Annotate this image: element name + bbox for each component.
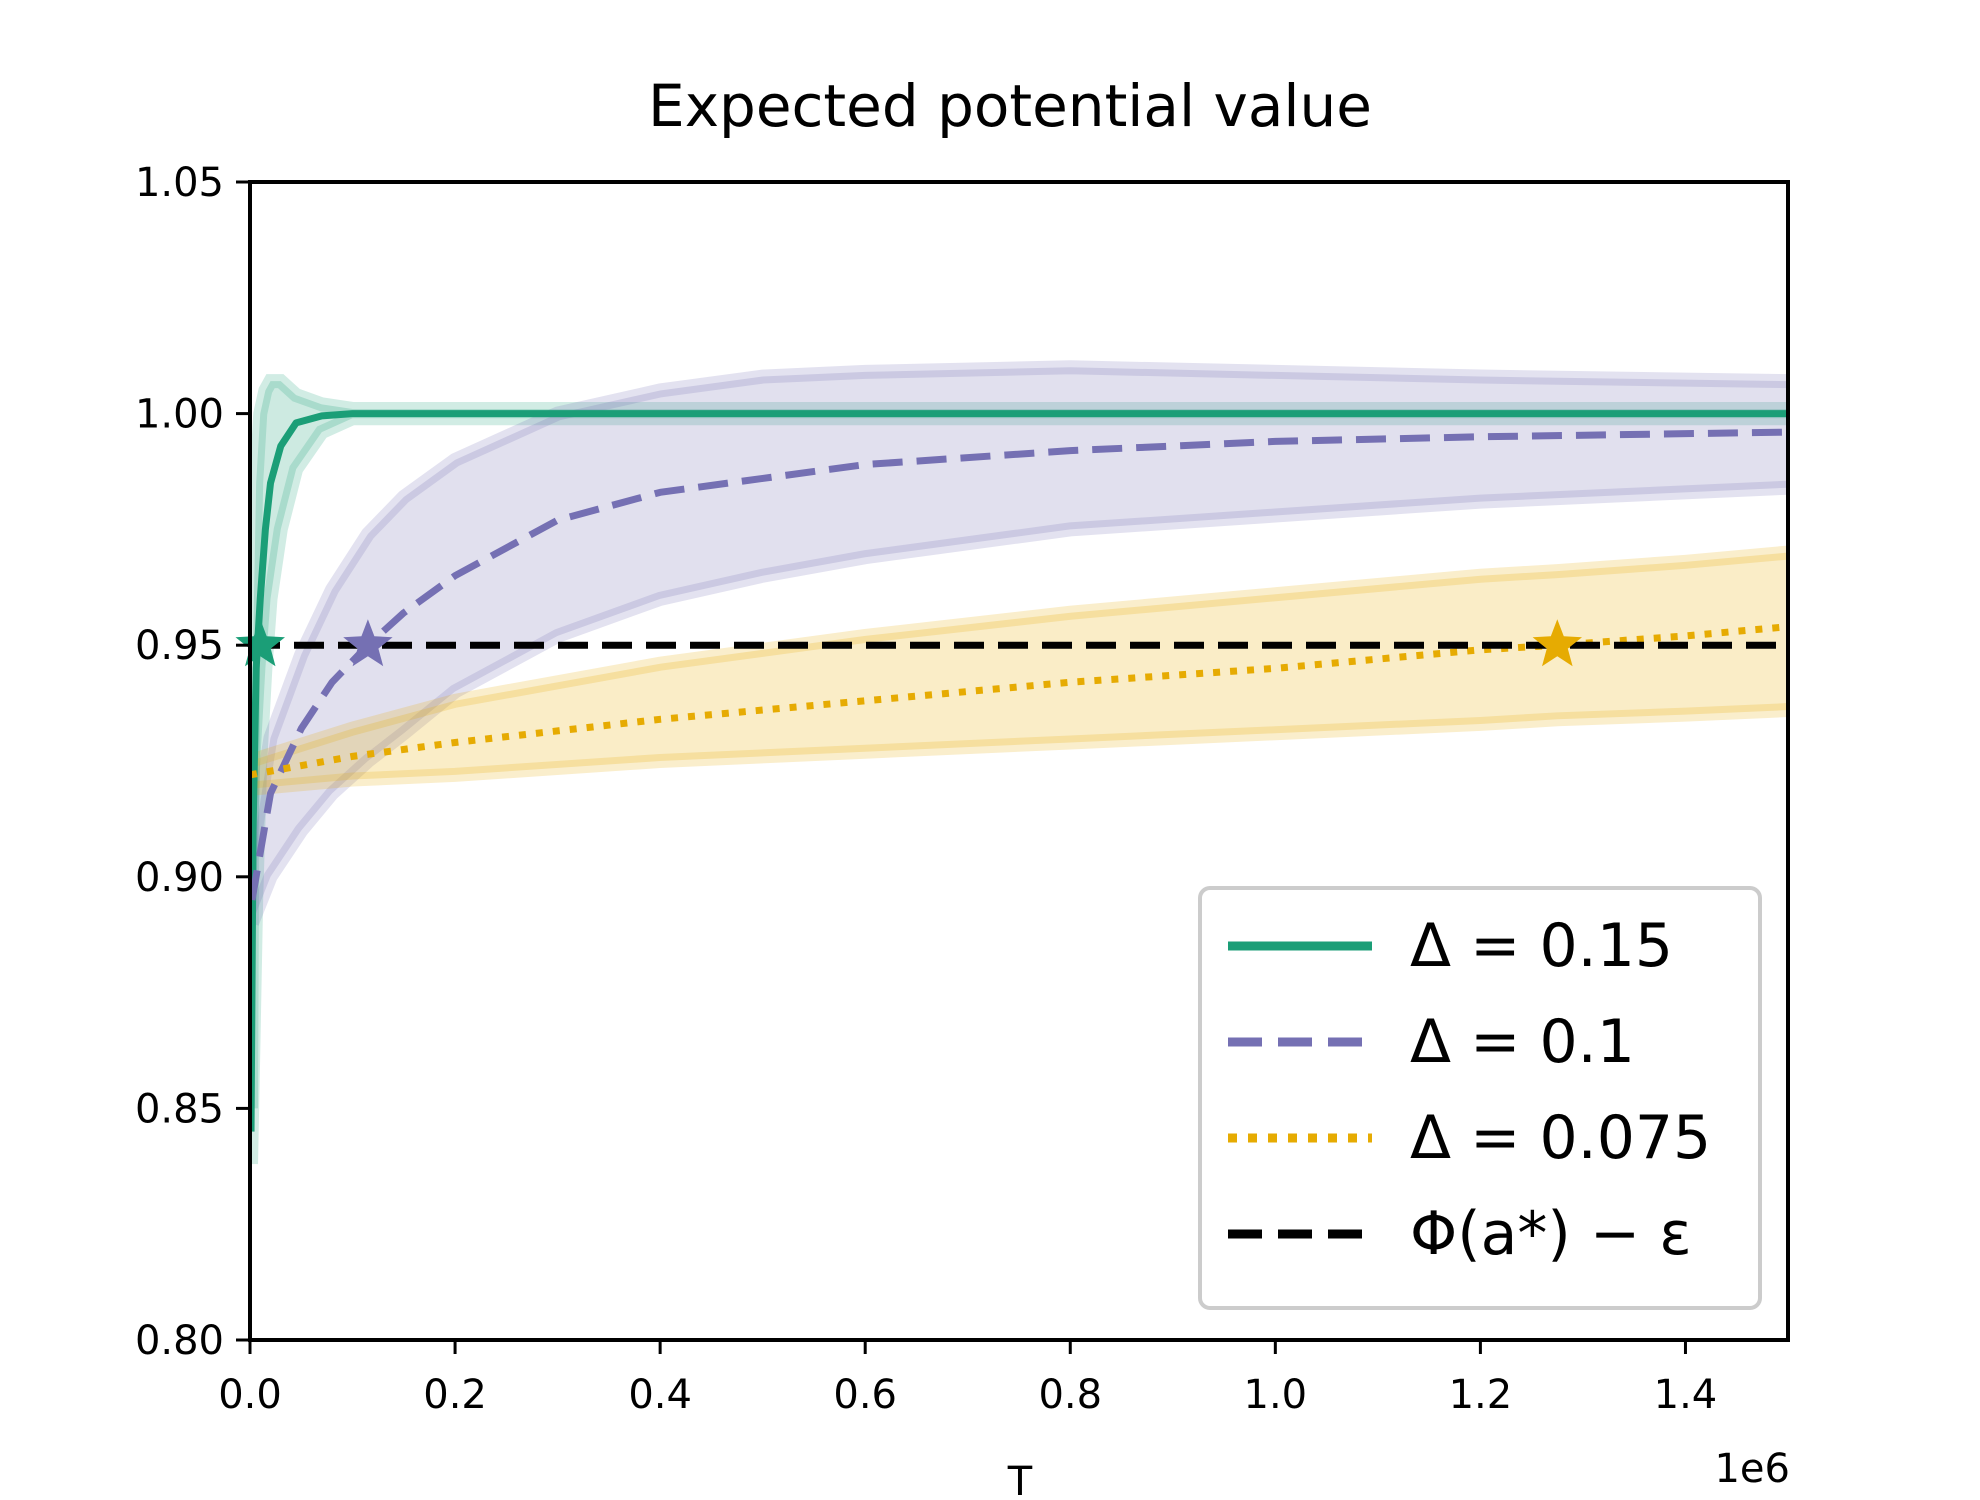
band-0-075 (250, 552, 1788, 789)
legend-label-0-15: Δ = 0.15 (1410, 911, 1673, 981)
legend-box (1198, 886, 1762, 1310)
plot-frame (248, 180, 1790, 1342)
band-lower-0-1 (250, 480, 1788, 926)
band-upper-0-15 (250, 374, 1788, 1109)
chart-title: Expected potential value (648, 72, 1372, 140)
band-0-1 (252, 367, 1788, 924)
y-tick-label: 0.80 (135, 1318, 224, 1364)
x-tick-label: 0.8 (1038, 1372, 1102, 1418)
x-tick-label: 0.6 (833, 1372, 897, 1418)
x-tick-label: 0.0 (218, 1372, 282, 1418)
x-tick-label: 1.4 (1654, 1372, 1718, 1418)
y-tick-label: 0.95 (135, 623, 224, 669)
x-tick-label: 1.2 (1449, 1372, 1513, 1418)
band-lower-0-075 (250, 703, 1788, 796)
star-marker-0-1 (343, 619, 393, 667)
x-axis-offset-label: 1e6 (1714, 1446, 1790, 1492)
x-axis: 0.0 0.2 0.4 0.6 0.8 1.0 1.2 1.4 (218, 1340, 1717, 1418)
y-tick-label: 1.05 (135, 160, 224, 206)
band-upper-0-075 (250, 545, 1788, 768)
y-tick-label: 0.90 (135, 855, 224, 901)
x-axis-label: T (1007, 1459, 1033, 1500)
legend-label-a: Φ(a*) − ε (1410, 1199, 1692, 1269)
y-axis: 0.80 0.85 0.90 0.95 1.00 1.05 (135, 160, 250, 1364)
x-tick-label: 0.4 (628, 1372, 692, 1418)
line-0-075 (250, 623, 1788, 779)
legend-label-0-1: Δ = 0.1 (1410, 1007, 1635, 1077)
y-tick-label: 1.00 (135, 392, 224, 438)
line-0-1 (250, 428, 1788, 901)
legend-label-0-075: Δ = 0.075 (1410, 1103, 1711, 1173)
x-tick-label: 0.2 (423, 1372, 487, 1418)
y-tick-label: 0.85 (135, 1086, 224, 1132)
star-marker-0-15 (235, 619, 285, 667)
threshold-markers (235, 619, 1582, 667)
legend: Δ = 0.15 Δ = 0.1 Δ = 0.075 Φ(a*) − ε (1198, 886, 1762, 1310)
x-tick-label: 1.0 (1244, 1372, 1308, 1418)
star-marker-0-075 (1532, 619, 1582, 667)
